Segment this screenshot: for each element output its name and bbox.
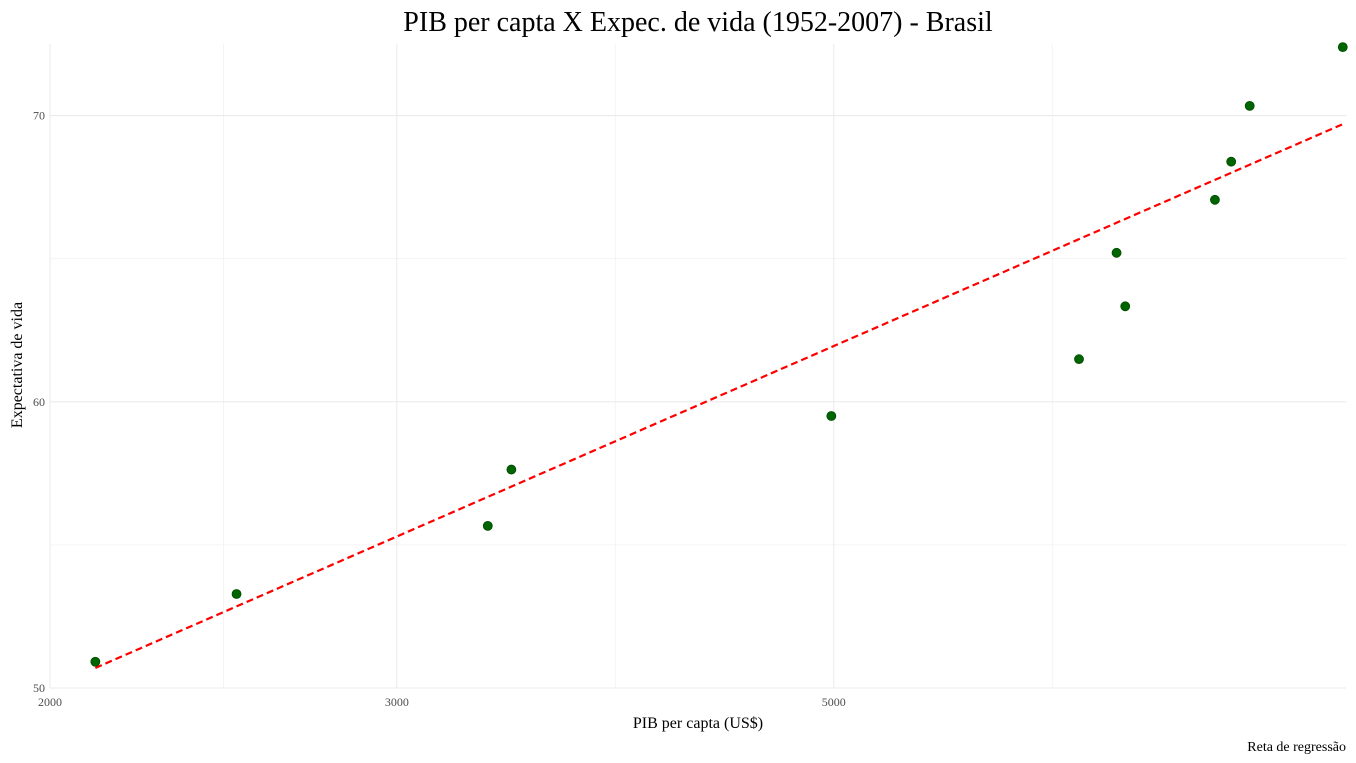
x-axis-title: PIB per capta (US$) [633,715,763,732]
major-grid [49,44,1346,689]
data-point [1120,301,1131,312]
chart-title: PIB per capta X Expec. de vida (1952-200… [403,7,993,38]
data-point [1337,42,1348,53]
x-tick-label: 5000 [822,695,846,709]
points-layer [90,42,1348,667]
x-tick-labels: 2000 3000 5000 [38,695,846,709]
data-point [1210,194,1220,205]
y-axis-title: Expectativa de vida [9,302,26,428]
data-point [90,656,101,667]
x-tick-label: 2000 [38,695,62,709]
data-point [231,589,242,599]
data-point [1226,156,1237,167]
regression-layer [94,123,1344,669]
data-point [1244,100,1255,111]
y-tick-label: 60 [33,395,45,409]
y-tick-label: 70 [33,109,45,123]
y-tick-label: 50 [33,681,45,695]
y-tick-labels: 50 60 70 [33,109,45,695]
x-tick-label: 3000 [385,695,409,709]
data-point [1074,354,1084,365]
caption: Reta de regressão [1247,740,1346,755]
data-point [482,520,493,531]
minor-grid [50,44,1346,688]
data-point [506,464,517,475]
regression-line [94,123,1344,669]
data-point [826,411,837,421]
data-point [1111,247,1122,258]
